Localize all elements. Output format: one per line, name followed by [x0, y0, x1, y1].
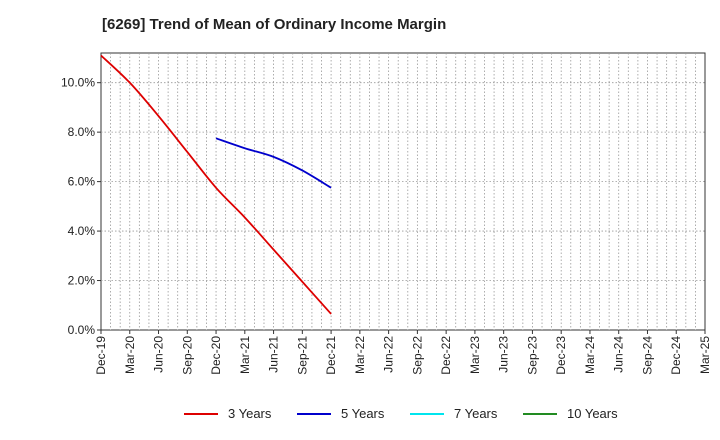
legend-label-3-years: 3 Years	[228, 406, 272, 421]
series-lines	[100, 54, 332, 315]
y-tick-label: 4.0%	[68, 224, 96, 238]
legend-label-7-years: 7 Years	[454, 406, 498, 421]
x-tick-label: Mar-23	[468, 336, 482, 374]
y-tick-label: 0.0%	[68, 323, 96, 337]
x-tick-label: Mar-21	[238, 336, 252, 374]
y-tick-label: 2.0%	[68, 274, 96, 288]
legend-label-5-years: 5 Years	[341, 406, 385, 421]
x-tick-label: Dec-23	[554, 336, 568, 375]
legend-swatch-3-years	[184, 412, 218, 415]
x-tick-label: Dec-22	[439, 336, 453, 375]
y-tick-label: 6.0%	[68, 175, 96, 189]
x-tick-label: Dec-21	[324, 336, 338, 375]
series-line-5-years	[215, 137, 332, 189]
legend-item-7-years: 7 Years	[410, 406, 497, 421]
x-tick-label: Mar-22	[353, 336, 367, 374]
x-tick-label: Jun-21	[267, 336, 281, 373]
x-tick-label: Dec-19	[94, 336, 108, 375]
y-tick-label: 8.0%	[68, 125, 96, 139]
x-tick-label: Jun-22	[382, 336, 396, 373]
series-line-3-years	[100, 54, 332, 315]
x-tick-label: Sep-21	[295, 336, 309, 375]
x-tick-label: Sep-23	[525, 336, 539, 375]
y-tick-label: 10.0%	[61, 76, 95, 90]
axis-labels: 0.0% 2.0% 4.0% 6.0% 8.0% 10.0% Dec-19 Mar-20 Jun…	[61, 76, 712, 375]
legend-swatch-7-years	[410, 412, 444, 415]
legend-swatch-10-years	[523, 412, 557, 415]
x-tick-label: Dec-24	[669, 336, 683, 375]
legend-item-5-years: 5 Years	[297, 406, 384, 421]
grid-lines	[101, 53, 705, 330]
x-tick-label: Dec-20	[209, 336, 223, 375]
x-tick-label: Sep-24	[640, 336, 654, 375]
chart-title: [6269] Trend of Mean of Ordinary Income …	[102, 16, 447, 33]
x-tick-label: Mar-20	[123, 336, 137, 374]
plot-area	[100, 52, 706, 331]
legend-item-3-years: 3 Years	[184, 406, 271, 421]
x-tick-label: Mar-25	[698, 336, 712, 374]
x-tick-label: Jun-24	[612, 336, 626, 373]
legend-swatch-5-years	[297, 412, 331, 415]
x-tick-label: Sep-20	[180, 336, 194, 375]
x-tick-label: Jun-20	[152, 336, 166, 373]
x-tick-label: Mar-24	[583, 336, 597, 374]
legend: 3 Years 5 Years 7 Years 10 Years	[0, 406, 720, 426]
x-tick-label: Sep-22	[410, 336, 424, 375]
x-tick-label: Jun-23	[497, 336, 511, 373]
legend-item-10-years: 10 Years	[523, 406, 618, 421]
legend-label-10-years: 10 Years	[567, 406, 618, 421]
